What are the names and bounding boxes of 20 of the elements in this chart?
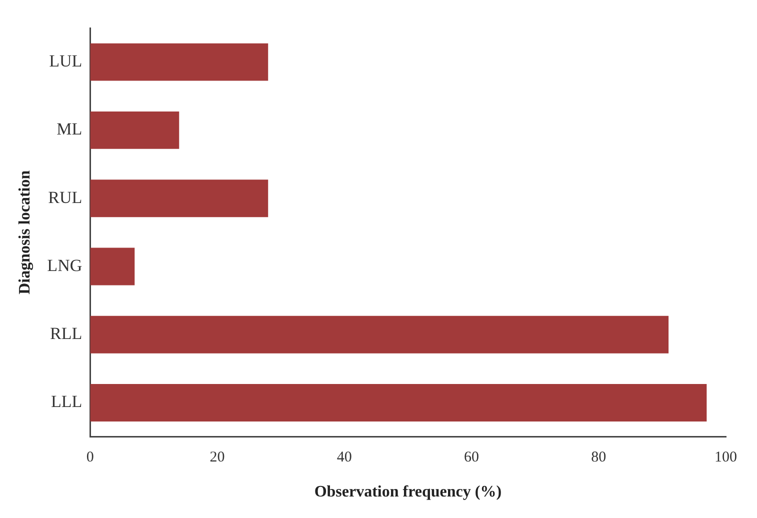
x-tick-label: 60 <box>464 450 480 466</box>
y-tick-label: LUL <box>49 52 82 71</box>
y-tick-label: RLL <box>50 324 82 344</box>
y-tick-label: LLL <box>50 392 82 412</box>
bar <box>90 248 135 286</box>
y-axis-title: Diagnosis location <box>16 170 34 294</box>
x-tick-label: 40 <box>336 450 352 466</box>
bar <box>90 316 669 354</box>
y-tick-label: RUL <box>48 188 82 207</box>
bar <box>90 111 180 149</box>
x-axis-title: Observation frequency (%) <box>314 484 502 501</box>
bar <box>90 384 707 422</box>
x-tick-label: 0 <box>86 450 94 466</box>
x-tick-label: 100 <box>714 450 737 466</box>
bar <box>90 43 268 81</box>
y-tick-label: ML <box>56 120 82 139</box>
x-tick-label: 80 <box>591 450 606 466</box>
x-tick-label: 20 <box>210 450 225 466</box>
y-tick-label: LNG <box>47 256 82 275</box>
bar <box>90 180 268 218</box>
